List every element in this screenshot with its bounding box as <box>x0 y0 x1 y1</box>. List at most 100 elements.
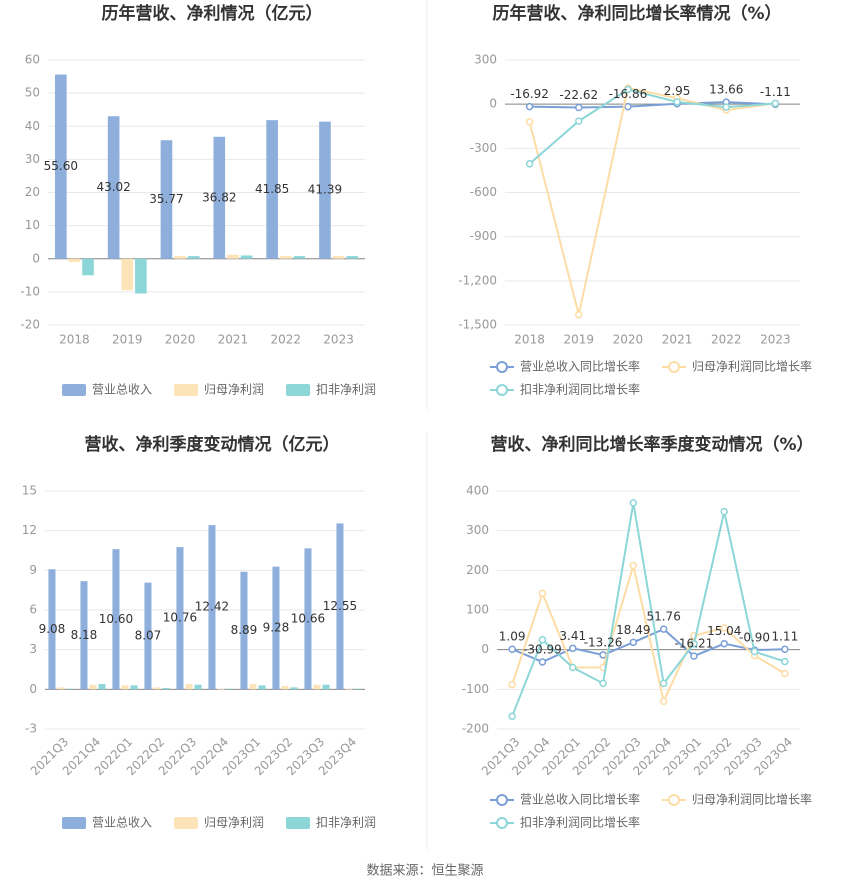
bar <box>313 684 321 690</box>
bar <box>227 254 239 259</box>
bar <box>153 687 161 690</box>
y-tick-label: 200 <box>466 563 489 577</box>
point <box>781 645 789 653</box>
x-tick-label: 2020 <box>613 333 644 347</box>
chart-title: 历年营收、净利同比增长率情况（%） <box>492 3 781 24</box>
legend-label: 扣非净利润同比增长率 <box>520 382 640 397</box>
bar <box>82 258 94 276</box>
legend-label: 营业总收入 <box>92 383 152 397</box>
point <box>538 589 547 598</box>
value-label: 36.82 <box>202 190 236 204</box>
point <box>720 624 728 632</box>
value-label: 41.85 <box>255 182 289 196</box>
x-tick-label: 2019 <box>112 333 143 347</box>
x-tick-label: 2023 <box>760 333 791 347</box>
bar <box>54 74 67 259</box>
value-label: -0.90 <box>739 631 770 645</box>
value-label: 10.76 <box>163 611 197 625</box>
bar <box>121 258 134 291</box>
value-label: 35.77 <box>149 192 183 206</box>
value-label: 9.28 <box>263 620 290 634</box>
point <box>629 499 638 507</box>
bar <box>293 256 306 259</box>
point <box>575 103 583 112</box>
chart-title: 历年营收、净利情况（亿元） <box>102 3 323 24</box>
value-label: 12.55 <box>323 599 357 613</box>
chart-title: 营收、净利同比增长率季度变动情况（%） <box>490 434 813 455</box>
point <box>781 669 789 678</box>
y-tick-label: 3 <box>29 642 37 656</box>
point <box>575 310 583 319</box>
y-tick-label: -900 <box>470 229 497 243</box>
legend-marker <box>668 794 680 806</box>
bar <box>290 687 298 690</box>
y-tick-label: 10 <box>25 218 40 232</box>
bar <box>354 688 362 690</box>
bar <box>272 566 280 690</box>
bar <box>266 120 278 259</box>
value-label: 18.49 <box>616 623 650 637</box>
y-tick-label: 0 <box>29 682 37 696</box>
bar <box>80 581 88 690</box>
bar <box>281 686 289 690</box>
value-label: -1.11 <box>760 85 791 99</box>
value-label: 10.60 <box>99 612 133 626</box>
bar <box>346 256 359 259</box>
bar <box>332 256 345 259</box>
line <box>528 86 776 315</box>
point <box>575 117 583 125</box>
point <box>599 679 607 688</box>
y-tick-label: 9 <box>29 563 37 577</box>
point <box>629 561 638 570</box>
legend-swatch <box>174 384 198 396</box>
y-tick-label: -10 <box>20 284 40 298</box>
x-tick-label: 2018 <box>514 333 545 347</box>
value-label: 2.95 <box>664 84 691 98</box>
value-label: 8.18 <box>71 628 98 642</box>
legend-label: 营业总收入 <box>92 816 152 830</box>
value-label: 55.60 <box>44 159 78 173</box>
source: 数据来源：恒生聚源 <box>366 864 483 879</box>
legend-label: 归母净利润 <box>204 816 264 830</box>
bar <box>174 256 186 259</box>
point <box>538 636 547 644</box>
point <box>690 639 698 648</box>
line <box>528 88 776 165</box>
line <box>511 561 786 705</box>
bar <box>208 525 216 690</box>
point <box>659 697 668 705</box>
bar <box>48 569 56 690</box>
x-tick-label: 2020 <box>165 333 196 347</box>
y-tick-label: 400 <box>466 484 489 498</box>
y-tick-label: 15 <box>22 484 37 498</box>
line <box>529 101 776 109</box>
value-label: 9.08 <box>39 622 66 636</box>
legend-marker <box>496 817 508 829</box>
bar <box>89 684 97 690</box>
bar <box>279 256 292 259</box>
y-tick-label: 0 <box>32 251 40 265</box>
point <box>659 625 668 633</box>
value-label: 10.66 <box>291 611 325 625</box>
legend-label: 归母净利润 <box>204 383 264 397</box>
y-tick-label: -300 <box>470 141 497 155</box>
legend-swatch <box>286 384 310 396</box>
point <box>569 644 577 653</box>
y-tick-label: -20 <box>20 318 40 332</box>
y-tick-label: -100 <box>462 682 489 696</box>
bar <box>304 548 312 690</box>
legend-label: 归母净利润同比增长率 <box>692 792 812 807</box>
legend-swatch <box>286 817 310 829</box>
bar <box>226 688 234 690</box>
x-tick-label: 2019 <box>563 333 594 347</box>
bar <box>57 687 65 690</box>
bar <box>66 688 74 690</box>
x-tick-label: 2021 <box>218 333 249 347</box>
value-label: -16.92 <box>510 87 549 101</box>
y-tick-label: 60 <box>25 53 40 67</box>
legend-marker <box>668 361 680 373</box>
value-label: 8.89 <box>231 623 258 637</box>
y-tick-label: 20 <box>25 185 40 199</box>
legend-swatch <box>62 384 86 396</box>
